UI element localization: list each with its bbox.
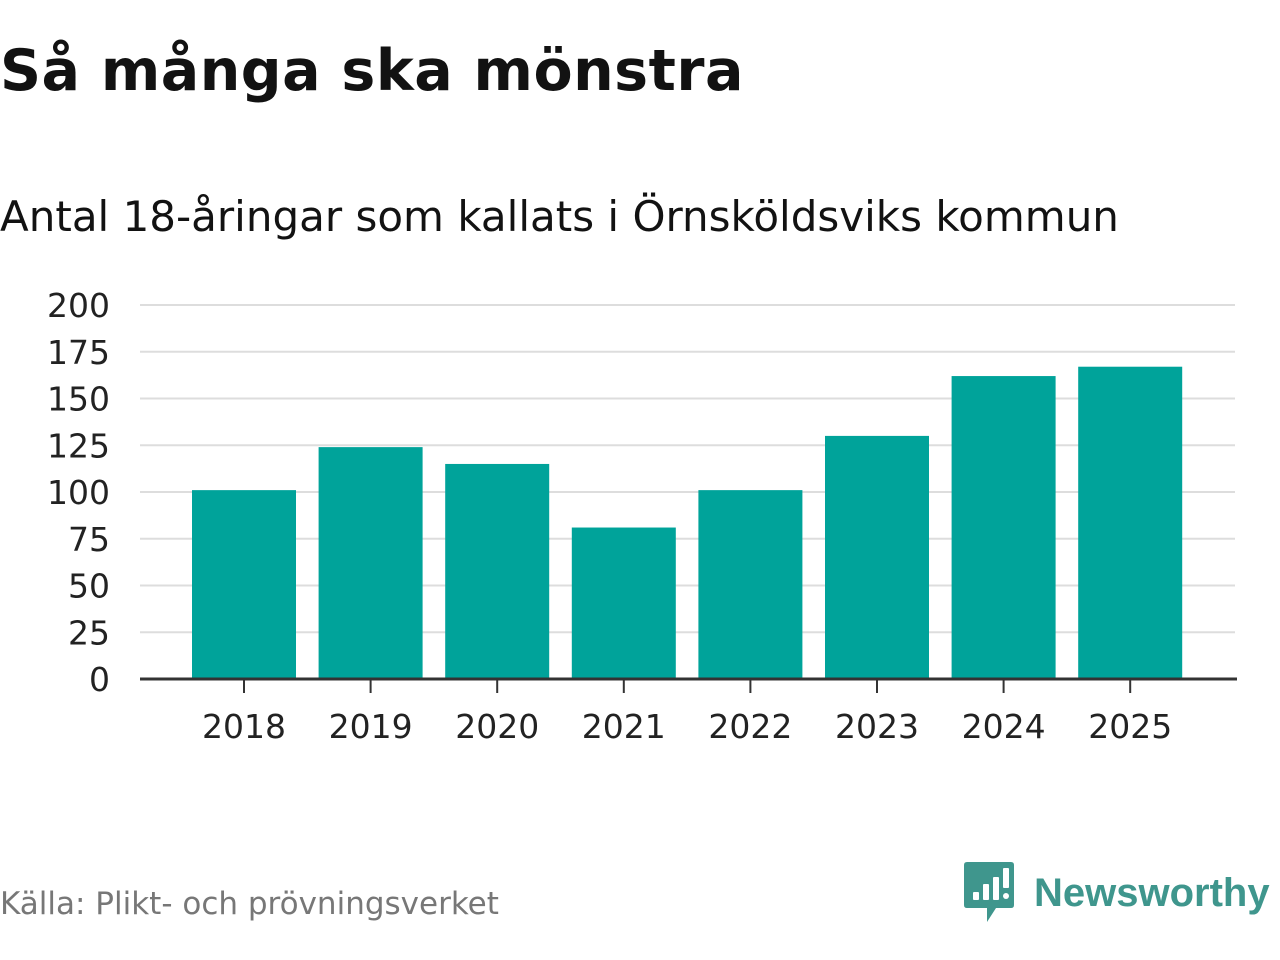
y-tick-label: 0	[89, 660, 110, 699]
gridlines	[140, 304, 1235, 634]
brand-name: Newsworthy	[1034, 870, 1270, 915]
newsworthy-logo-icon	[964, 862, 1014, 922]
x-tick-label: 2019	[329, 707, 413, 746]
y-tick-label: 100	[47, 473, 110, 512]
y-tick-label: 200	[47, 286, 110, 325]
x-tick-label: 2022	[708, 707, 792, 746]
x-tick-label: 2023	[835, 707, 919, 746]
bar	[825, 435, 929, 679]
bar	[1078, 366, 1183, 679]
bar	[951, 376, 1056, 679]
chart-subtitle: Antal 18-åringar som kallats i Örnskölds…	[0, 192, 1119, 241]
brand-logo: Newsworthy	[964, 862, 1270, 924]
x-tick-label: 2018	[202, 707, 286, 746]
bar	[192, 490, 296, 679]
y-tick-label: 75	[68, 520, 110, 559]
bar	[318, 447, 423, 679]
x-tick-label: 2025	[1088, 707, 1172, 746]
y-tick-label: 150	[47, 380, 110, 419]
y-axis-ticks: 0 25 50 75 100 125 150 175 200	[47, 286, 110, 699]
y-tick-label: 25	[68, 613, 110, 652]
x-tick-label: 2024	[962, 707, 1046, 746]
source-note: Källa: Plikt- och prövningsverket	[0, 886, 499, 922]
bar	[445, 463, 550, 679]
x-tick-label: 2020	[455, 707, 539, 746]
bar	[571, 527, 676, 679]
chart-title: Så många ska mönstra	[0, 38, 744, 104]
x-axis-ticks: 2018 2019 2020 2021 2022 2023 2024 2025	[202, 679, 1172, 746]
y-tick-label: 125	[47, 426, 110, 465]
bar	[698, 490, 803, 679]
x-tick-label: 2021	[582, 707, 666, 746]
y-tick-label: 50	[68, 567, 110, 606]
bars	[192, 366, 1183, 679]
y-tick-label: 175	[47, 333, 110, 372]
